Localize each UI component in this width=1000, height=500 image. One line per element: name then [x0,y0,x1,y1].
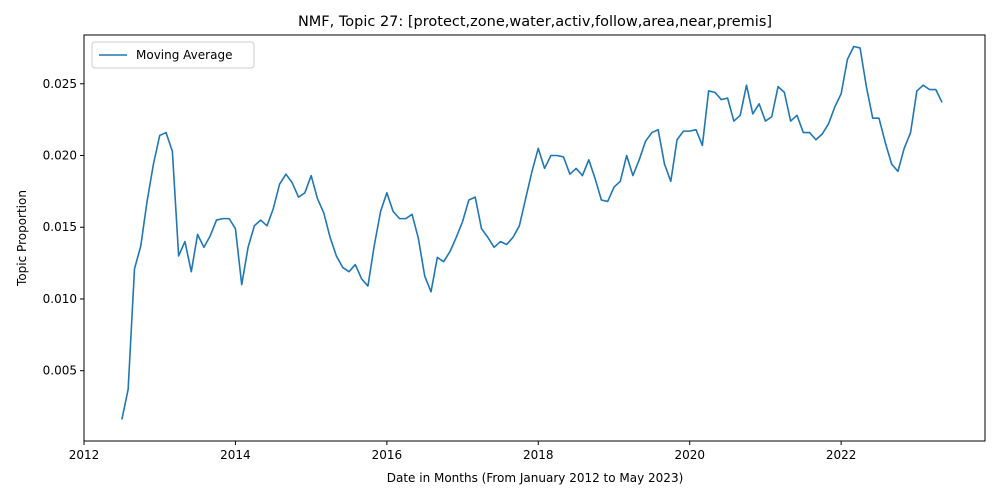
y-tick-label: 0.010 [43,292,77,306]
plot-frame [83,34,986,442]
chart-title: NMF, Topic 27: [protect,zone,water,activ… [298,14,772,30]
y-tick-label: 0.020 [43,149,77,163]
legend-box [91,41,255,69]
y-axis: 0.005 0.010 0.015 0.020 0.025 [43,77,84,378]
legend: Moving Average [91,41,255,69]
y-axis-label: Topic Proportion [15,190,29,287]
y-tick-label: 0.005 [43,364,77,378]
x-tick-label: 2020 [674,448,705,462]
x-tick-label: 2022 [826,448,857,462]
x-tick-label: 2014 [220,448,251,462]
x-tick-label: 2012 [69,448,100,462]
x-axis-label: Date in Months (From January 2012 to May… [387,471,684,485]
series-line-moving-average [121,45,943,420]
legend-label-moving-average: Moving Average [136,48,232,62]
x-tick-label: 2018 [523,448,554,462]
y-tick-label: 0.025 [43,77,77,91]
x-axis: 2012 2014 2016 2018 2020 2022 [69,441,857,462]
y-tick-label: 0.015 [43,220,77,234]
plot-area [121,45,943,420]
x-tick-label: 2016 [372,448,403,462]
